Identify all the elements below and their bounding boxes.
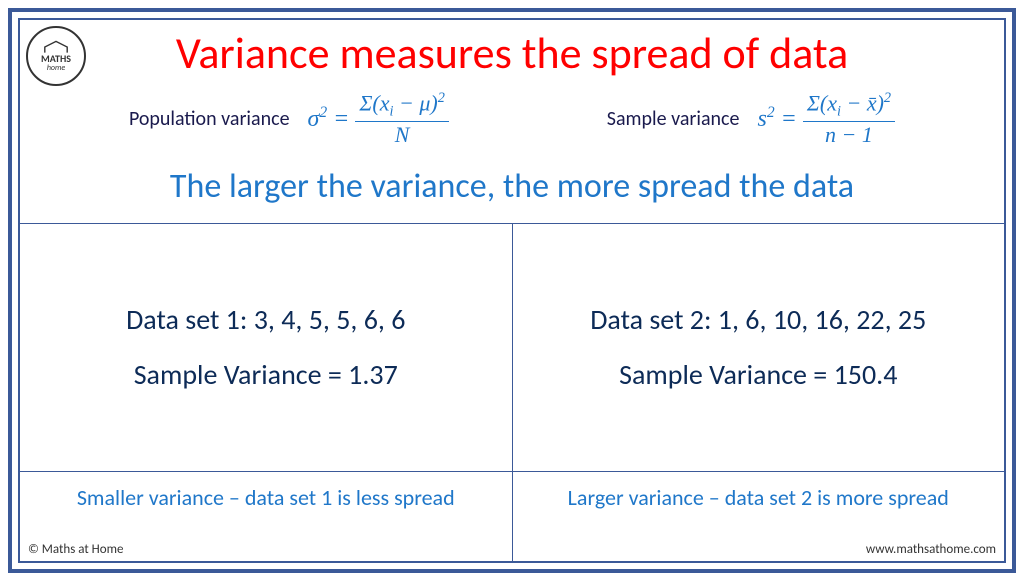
dataset-2-cell: Data set 2: 1, 6, 10, 16, 22, 25 Sample … — [513, 224, 1005, 471]
page-title: Variance measures the spread of data — [20, 20, 1004, 84]
sample-variance-block: Sample variance s2 = Σ(xi − x̄)2 n − 1 — [607, 90, 895, 148]
population-variance-formula: σ2 = Σ(xi − μ)2 N — [308, 90, 449, 148]
datasets-row: Data set 1: 3, 4, 5, 5, 6, 6 Sample Vari… — [20, 223, 1004, 471]
dataset-2-variance: Sample Variance = 150.4 — [529, 357, 989, 392]
sample-variance-label: Sample variance — [607, 107, 740, 131]
footer-url: www.mathsathome.com — [866, 542, 996, 557]
outer-frame: MATHS home Variance measures the spread … — [8, 8, 1016, 573]
inner-frame: MATHS home Variance measures the spread … — [18, 18, 1006, 563]
sample-variance-formula: s2 = Σ(xi − x̄)2 n − 1 — [757, 90, 895, 148]
footer-copyright: © Maths at Home — [28, 542, 123, 557]
conclusions-row: Smaller variance – data set 1 is less sp… — [20, 471, 1004, 561]
logo-text-bottom: home — [47, 64, 65, 72]
population-variance-block: Population variance σ2 = Σ(xi − μ)2 N — [129, 90, 449, 148]
dataset-1-heading: Data set 1: 3, 4, 5, 5, 6, 6 — [36, 302, 496, 337]
logo-badge: MATHS home — [26, 26, 86, 86]
subtitle: The larger the variance, the more spread… — [20, 158, 1004, 223]
dataset-1-cell: Data set 1: 3, 4, 5, 5, 6, 6 Sample Vari… — [20, 224, 513, 471]
dataset-1-variance: Sample Variance = 1.37 — [36, 357, 496, 392]
population-variance-label: Population variance — [129, 107, 290, 131]
dataset-2-heading: Data set 2: 1, 6, 10, 16, 22, 25 — [529, 302, 989, 337]
formulas-row: Population variance σ2 = Σ(xi − μ)2 N Sa… — [20, 84, 1004, 158]
